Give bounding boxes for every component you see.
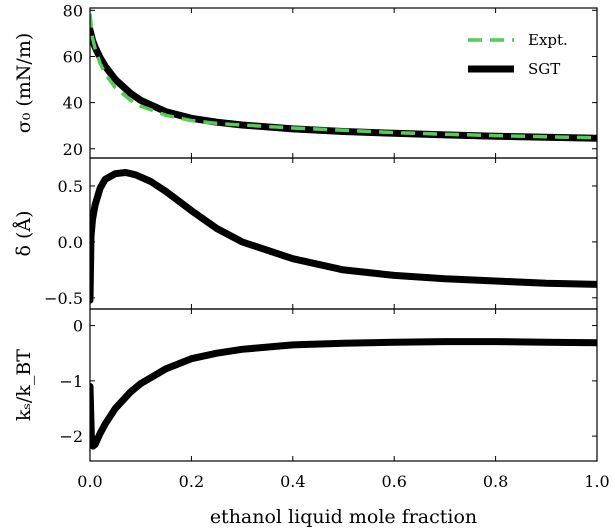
x-tick-label: 0.4 [280,472,305,491]
y-tick-label: −1 [59,372,83,391]
y-tick-label: 0.0 [58,233,83,252]
y-tick-label: −0.5 [44,289,83,308]
legend-label: SGT [528,60,560,78]
series-line-expt [90,13,597,140]
axes-frame [89,308,598,462]
series-line-p3-0 [90,338,597,450]
x-axis-label: ethanol liquid mole fraction [210,506,477,528]
y-tick-label: 80 [63,1,83,20]
y-tick-label: −2 [59,427,83,446]
y-axis-label: σ₀ (mN/m) [13,33,35,134]
x-tick-label: 0.8 [483,472,508,491]
legend: Expt. SGT [468,31,568,78]
y-tick-label: 0 [73,317,83,336]
y-tick-label: 60 [63,47,83,66]
series-line-sgt [90,26,597,142]
axes-frame [89,157,598,310]
y-tick-label: 40 [63,94,83,113]
panel-3: −2 −1 0 kₛ/k_BT 0.0 0.2 0.4 0.6 0.8 1.0 ethanol li… [13,308,610,528]
y-axis-label: kₛ/k_BT [13,349,35,421]
y-axis-label: δ (Å) [13,210,35,256]
x-tick-label: 0.2 [179,472,204,491]
panel-2: −0.5 0.0 0.5 δ (Å) [13,157,598,310]
x-tick-label: 1.0 [584,472,609,491]
y-tick-label: 20 [63,140,83,159]
x-tick-label: 0.6 [381,472,406,491]
panel-1: 20 40 60 80 σ₀ (mN/m) Expt. SGT [13,1,598,159]
y-tick-label: 0.5 [58,177,83,196]
legend-label: Expt. [528,31,568,49]
series-line-p2-0 [90,169,597,304]
x-tick-label: 0.0 [77,472,102,491]
